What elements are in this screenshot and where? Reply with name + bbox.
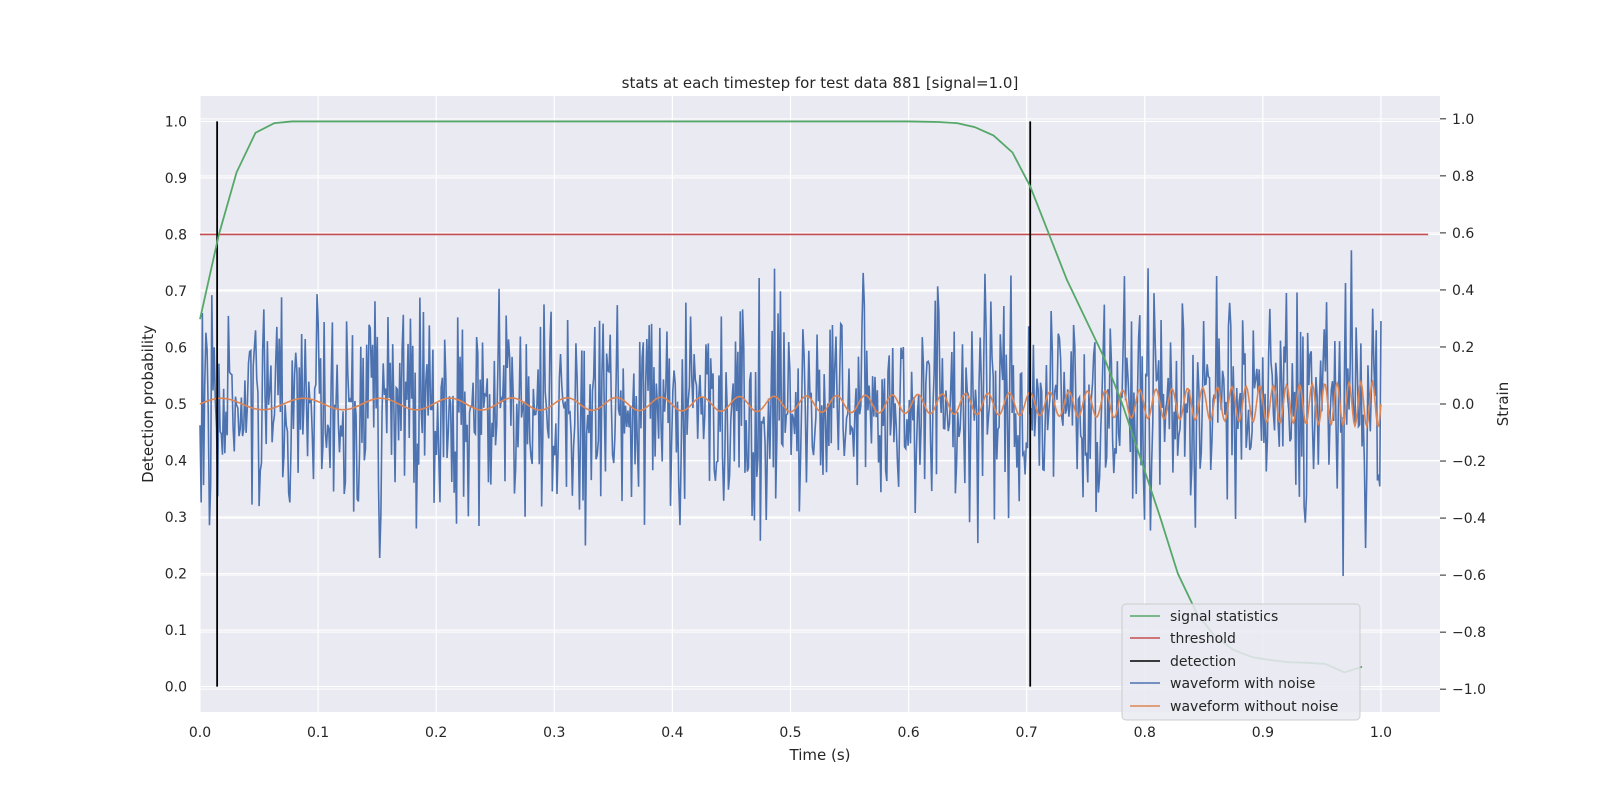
x-tick-label: 0.2	[425, 725, 447, 741]
legend-label-threshold: threshold	[1170, 631, 1236, 647]
legend-box	[1121, 603, 1361, 721]
x-tick-label: 0.0	[189, 725, 211, 741]
x-tick-label: 0.3	[543, 725, 565, 741]
y-tick-label: 0.3	[165, 510, 187, 526]
y2-axis-label: Strain	[1494, 382, 1512, 426]
y-axis-label: Detection probability	[139, 325, 157, 483]
y2-tick-label: 0.2	[1452, 340, 1474, 356]
x-tick-label: 0.9	[1252, 725, 1274, 741]
x-axis-label: Time (s)	[789, 746, 851, 764]
x-tick-label: 1.0	[1370, 725, 1392, 741]
y-tick-label: 1.0	[165, 114, 187, 130]
legend-label-detection: detection	[1170, 654, 1236, 670]
y-tick-label: 0.5	[165, 397, 187, 413]
y2-tick-label: 0.8	[1452, 169, 1474, 185]
y2-tick-label: −0.8	[1452, 625, 1486, 641]
legend-label-waveform-with-noise: waveform with noise	[1170, 676, 1315, 692]
legend-label-waveform-without-noise: waveform without noise	[1170, 699, 1338, 715]
x-tick-label: 0.8	[1134, 725, 1156, 741]
y2-tick-label: 0.6	[1452, 226, 1474, 242]
y-tick-label: 0.6	[165, 340, 187, 356]
y2-tick-label: −1.0	[1452, 682, 1486, 698]
legend-label-signal-statistics: signal statistics	[1170, 609, 1278, 625]
series-group	[199, 120, 1429, 687]
x-tick-label: 0.1	[307, 725, 329, 741]
y2-tick-label: −0.6	[1452, 568, 1486, 584]
y-tick-label: 0.9	[165, 171, 187, 187]
x-tick-label: 0.6	[897, 725, 919, 741]
x-tick-label: 0.4	[661, 725, 683, 741]
y-tick-label: 0.7	[165, 284, 187, 300]
legend: signal statistics threshold detection wa…	[1121, 603, 1361, 721]
y2-tick-label: −0.4	[1452, 511, 1486, 527]
x-tick-label: 0.7	[1016, 725, 1038, 741]
y-tick-label: 0.2	[165, 567, 187, 583]
y2-tick-label: 0.4	[1452, 283, 1474, 299]
y2-tick-label: −0.2	[1452, 454, 1486, 470]
y2-tick-label: 1.0	[1452, 112, 1474, 128]
series-waveform-without-noise	[199, 379, 1382, 430]
y2-tick-label: 0.0	[1452, 397, 1474, 413]
y-tick-label: 0.8	[165, 227, 187, 243]
x-tick-label: 0.5	[779, 725, 801, 741]
y-tick-label: 0.1	[165, 623, 187, 639]
y-tick-label: 0.0	[165, 680, 187, 696]
y-tick-label: 0.4	[165, 454, 187, 470]
axes-group: 0.0 0.1 0.2 0.3 0.4 0.5 0.6 0.7 0.8 0.9 1.0 0.0 0.1 0…	[165, 112, 1486, 741]
chart-title: stats at each timestep for test data 881…	[622, 74, 1019, 92]
